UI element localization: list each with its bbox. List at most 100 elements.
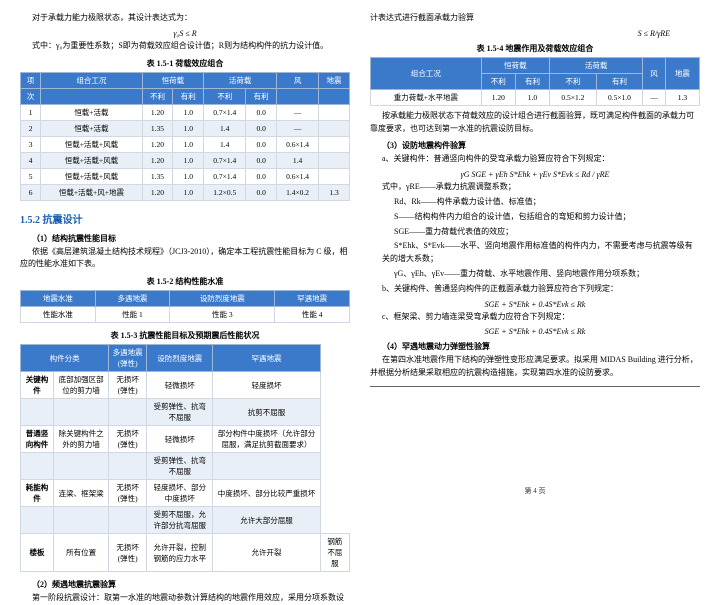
td: 1.0 xyxy=(515,89,549,105)
td: 1.3 xyxy=(665,89,699,105)
td: 1.35 xyxy=(142,168,173,184)
para: a、关键构件：普通竖向构件的受弯承载力验算应符合下列规定： xyxy=(370,153,700,166)
divider xyxy=(370,386,700,387)
td: 轻微损坏 xyxy=(147,426,213,453)
th: 风 xyxy=(643,57,666,89)
para: 依据《高层建筑混凝土结构技术规程》（JCJ3-2010），确定本工程抗震性能目标… xyxy=(20,246,350,272)
td: 6 xyxy=(21,184,41,200)
td: 轻度损坏 xyxy=(213,372,320,399)
formula: SGE + S*Ehk + 0.4S*Evk ≤ Rk xyxy=(370,300,700,309)
th: 不利 xyxy=(142,88,173,104)
td: 1.4×0.2 xyxy=(277,184,319,200)
subheading: （4）罕遇地震动力弹塑性验算 xyxy=(370,341,700,352)
th: 有利 xyxy=(515,73,549,89)
th: 不利 xyxy=(481,73,515,89)
td: 恒载+活载+风载 xyxy=(41,168,142,184)
subheading: （2）频遇地震抗震验算 xyxy=(20,579,350,590)
td: 受剪弹性、抗弯不屈服 xyxy=(147,399,213,426)
th xyxy=(41,88,142,104)
th xyxy=(277,88,319,104)
table-load-combination: 项 组合工况 恒荷载 活荷载 风 地震 次 不利 有利 不利 有利 1恒载+活载… xyxy=(20,72,350,201)
td: 1.3 xyxy=(319,184,350,200)
th: 组合工况 xyxy=(371,57,482,89)
table-caption: 表 1.5-3 抗震性能目标及预期震后性能状况 xyxy=(20,330,350,341)
td xyxy=(21,399,54,426)
th xyxy=(319,88,350,104)
th: 多遇地震 xyxy=(95,291,170,307)
td xyxy=(319,168,350,184)
para: 计表达式进行截面承载力验算 xyxy=(370,12,700,25)
td xyxy=(54,399,109,426)
th: 活荷载 xyxy=(204,72,277,88)
th: 活荷载 xyxy=(550,57,643,73)
td: 底部加强区部位的剪力墙 xyxy=(54,372,109,399)
th: 罕遇地震 xyxy=(275,291,350,307)
para: 第一阶段抗震设计：取第一水准的地震动参数计算结构的地震作用效应，采用分项系数设 xyxy=(20,592,350,605)
left-column: 对于承载力能力极限状态，其设计表达式为： γ₀S ≤ R 式中：γ₀为重要性系数… xyxy=(20,12,350,496)
td: 0.6×1.4 xyxy=(277,136,319,152)
td: 楼板 xyxy=(21,534,54,572)
td: 0.0 xyxy=(246,104,277,120)
table-caption: 表 1.5-1 荷载效应组合 xyxy=(20,58,350,69)
para: Rd、Rk——构件承载力设计值、标准值； xyxy=(382,196,700,209)
th: 多遇地震 (弹性) xyxy=(109,345,147,372)
td: 恒载+活载+风载 xyxy=(41,152,142,168)
th: 项 xyxy=(21,72,41,88)
td: 连梁、框架梁 xyxy=(54,480,109,507)
th: 风 xyxy=(277,72,319,88)
th: 设防烈度地震 xyxy=(170,291,275,307)
th: 构件分类 xyxy=(21,345,109,372)
th: 次 xyxy=(21,88,41,104)
td: 所有位置 xyxy=(54,534,109,572)
td xyxy=(319,120,350,136)
td: 普通竖向构件 xyxy=(21,426,54,453)
td: 0.0 xyxy=(246,120,277,136)
td: 0.7×1.4 xyxy=(204,152,246,168)
td: 恒载+活载+风+地震 xyxy=(41,184,142,200)
formula: γ₀S ≤ R xyxy=(20,29,350,38)
td: — xyxy=(277,120,319,136)
para: S——结构构件内力组合的设计值，包括组合的弯矩和剪力设计值； xyxy=(382,211,700,224)
td: 轻度损坏、部分中度损坏 xyxy=(147,480,213,507)
td: 无损坏 (弹性) xyxy=(109,534,147,572)
th: 设防烈度地震 xyxy=(147,345,213,372)
td: 关键构件 xyxy=(21,372,54,399)
table-caption: 表 1.5-2 结构性能水准 xyxy=(20,276,350,287)
td: 1 xyxy=(21,104,41,120)
td xyxy=(54,453,109,480)
td: 轻微损坏 xyxy=(147,372,213,399)
para: γG、γEh、γEv——重力荷载、水平地震作用、竖向地震作用分项系数； xyxy=(382,268,700,281)
td: 恒载+活载+风载 xyxy=(41,136,142,152)
td: 0.5×1.2 xyxy=(550,89,597,105)
td: 5 xyxy=(21,168,41,184)
subheading: （1）结构抗震性能目标 xyxy=(20,233,350,244)
td: 0.7×1.4 xyxy=(204,104,246,120)
td: 1.4 xyxy=(204,120,246,136)
td: 耗能构件 xyxy=(21,480,54,507)
td: 重力荷载+水平地震 xyxy=(371,89,482,105)
td: 性能 1 xyxy=(95,307,170,323)
td: 0.6×1.4 xyxy=(277,168,319,184)
td: 1.35 xyxy=(142,120,173,136)
para: b、关键构件、普通竖向构件的正截面承载力验算应符合下列规定： xyxy=(370,283,700,296)
td: 受剪不屈服，允许部分抗弯屈服 xyxy=(147,507,213,534)
td: 1.0 xyxy=(173,120,204,136)
td: 1.4 xyxy=(204,136,246,152)
td: 1.20 xyxy=(142,152,173,168)
td: 1.2×0.5 xyxy=(204,184,246,200)
td: 中度损坏、部分比较严重损坏 xyxy=(213,480,320,507)
td: 恒载+活载 xyxy=(41,104,142,120)
td: 1.0 xyxy=(173,168,204,184)
td: 1.20 xyxy=(481,89,515,105)
td: 性能 4 xyxy=(275,307,350,323)
table-caption: 表 1.5-4 地震作用及荷载效应组合 xyxy=(370,43,700,54)
td: 0.7×1.4 xyxy=(204,168,246,184)
td: 1.20 xyxy=(142,104,173,120)
td: 0.5×1.0 xyxy=(596,89,643,105)
td xyxy=(319,136,350,152)
page-footer: 第 4 页 xyxy=(370,486,700,496)
td: 允许大部分屈服 xyxy=(213,507,320,534)
td: 受剪弹性、抗弯不屈服 xyxy=(147,453,213,480)
td: 0.0 xyxy=(246,168,277,184)
td: 3 xyxy=(21,136,41,152)
